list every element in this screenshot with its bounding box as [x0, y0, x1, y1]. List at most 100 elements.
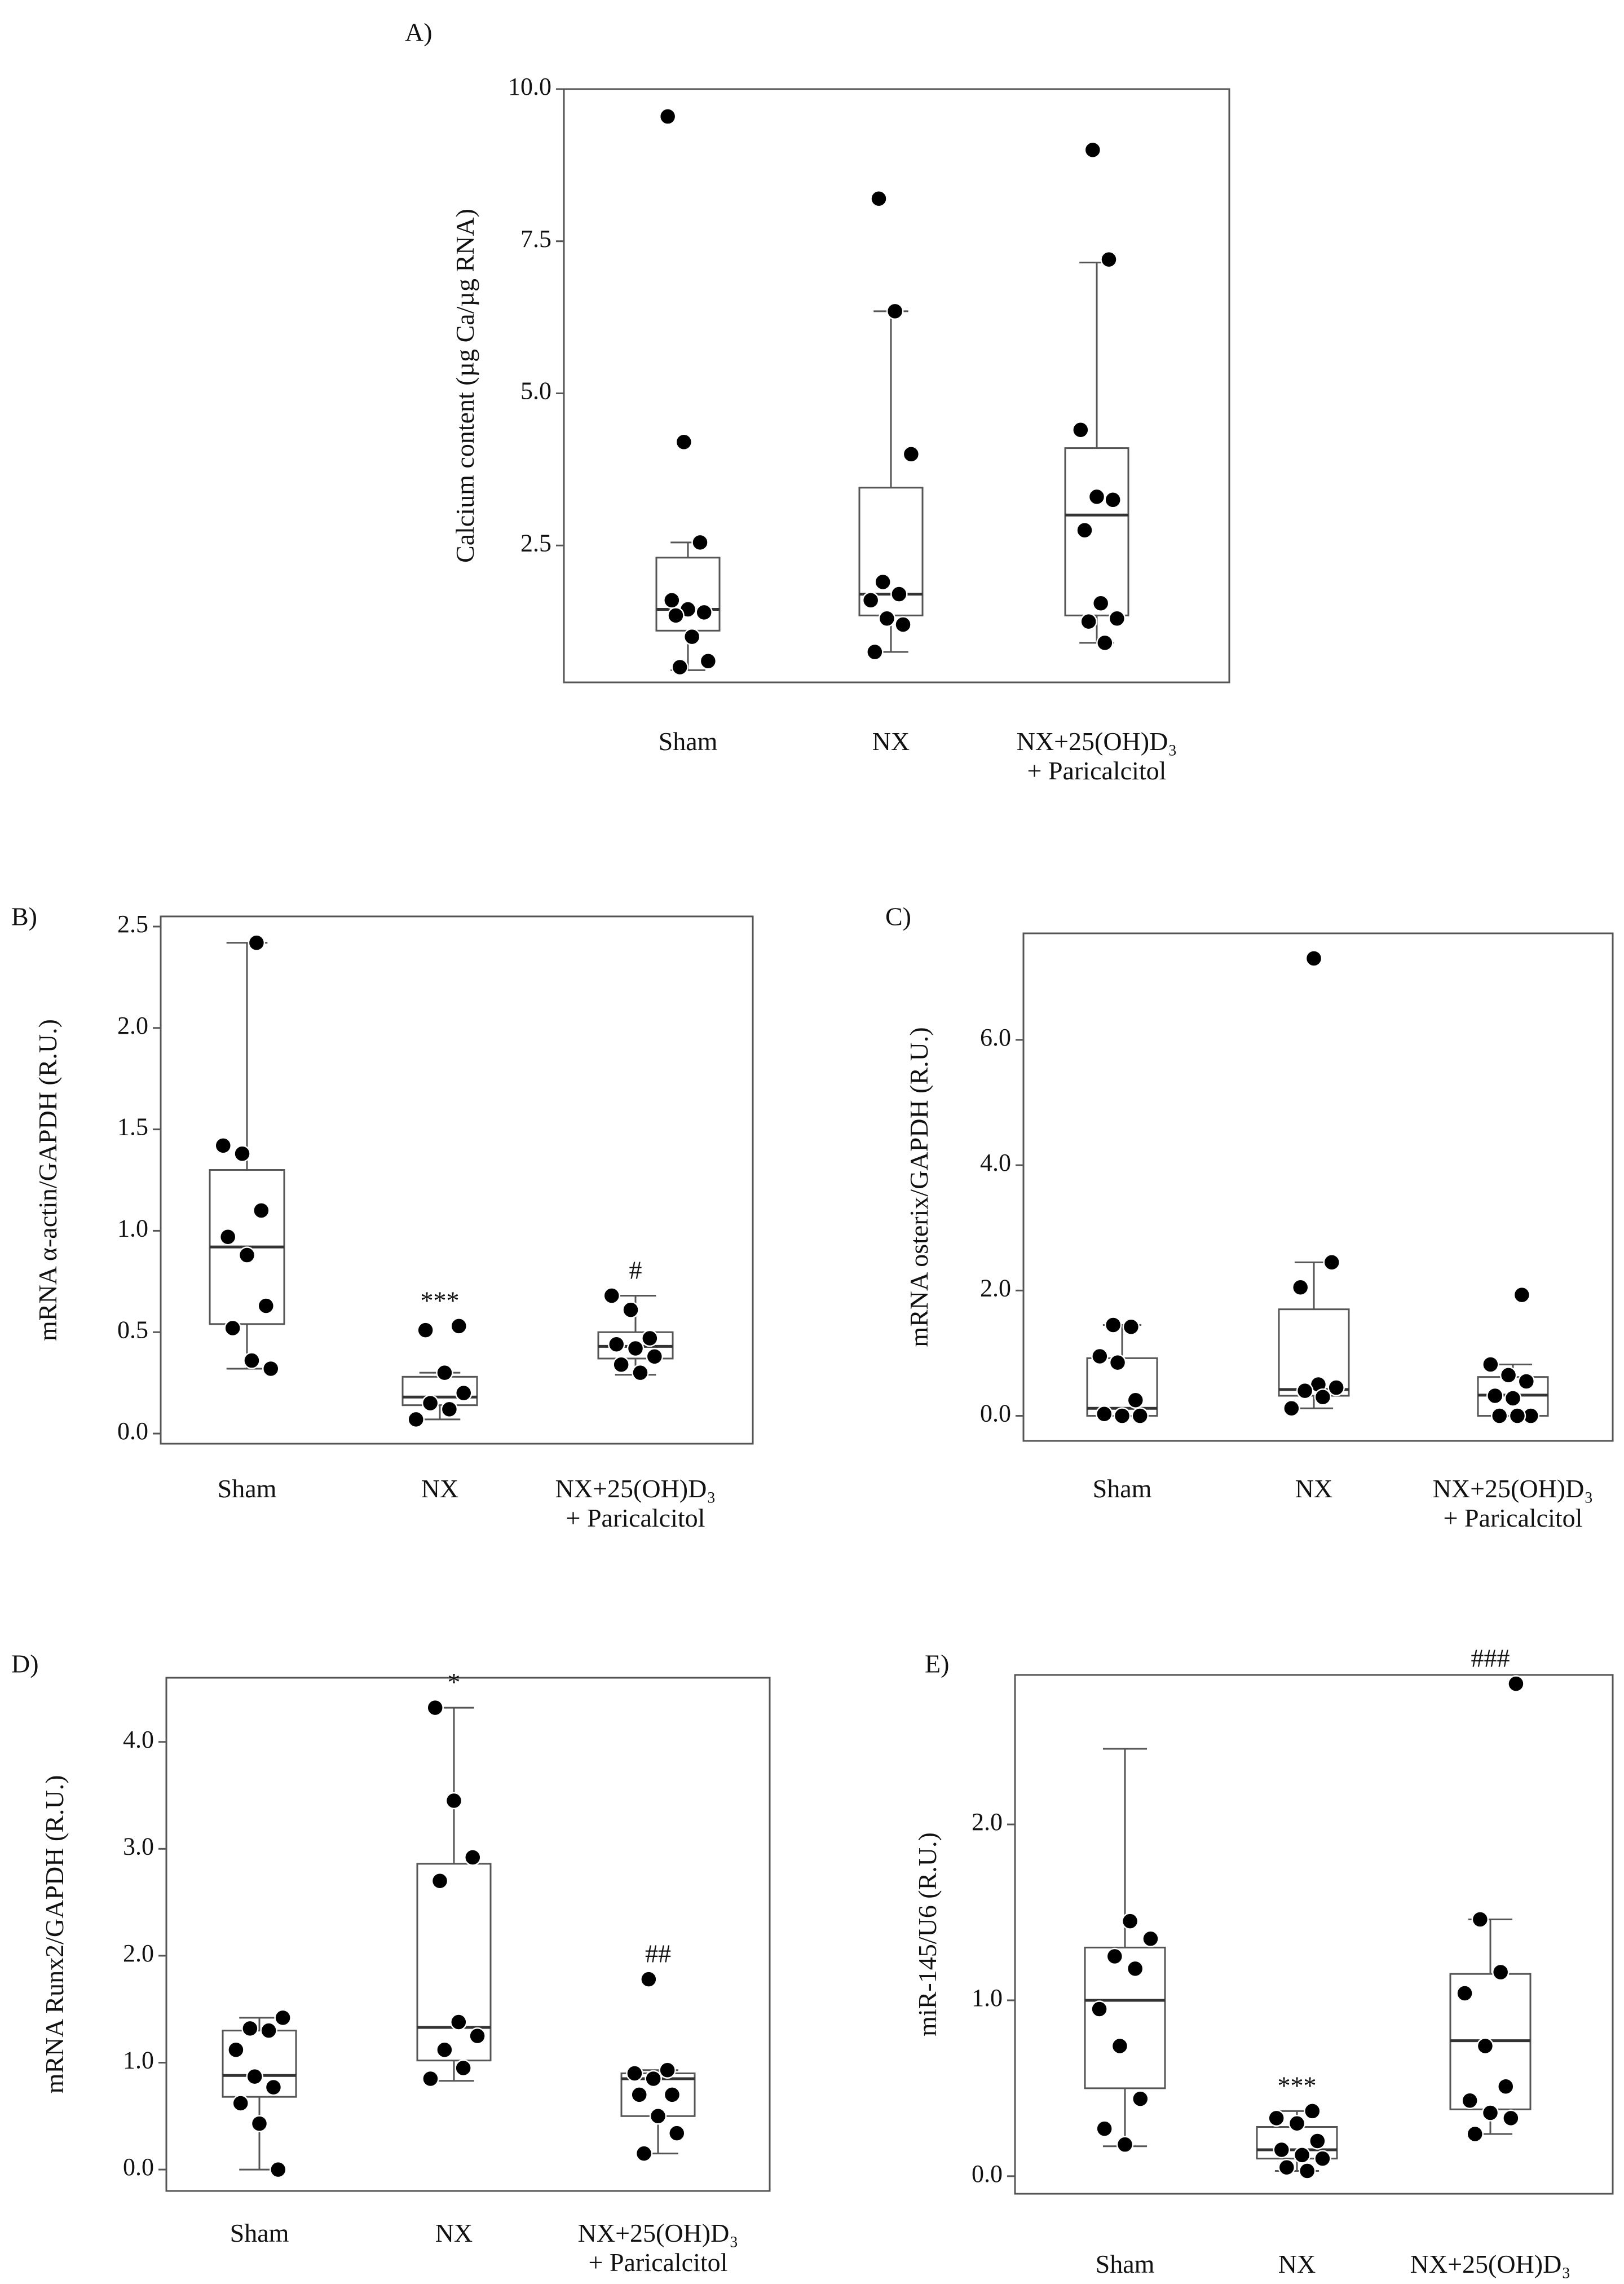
panel-label: D) [11, 1650, 39, 1678]
data-point [248, 934, 266, 951]
data-point [469, 2027, 486, 2045]
x-category-label: Sham [230, 2219, 289, 2247]
data-point [1122, 1318, 1140, 1336]
plot-frame [1014, 1674, 1614, 2195]
plot-frame [160, 915, 754, 1445]
y-axis-title: miR-145/U6 (R.U.) [913, 1832, 942, 2036]
data-point [1309, 2132, 1326, 2150]
significance-marker: *** [1278, 2071, 1317, 2100]
data-point [224, 1319, 241, 1337]
data-point [238, 1246, 256, 1264]
data-point [1504, 1390, 1522, 1407]
significance-marker: * [448, 1668, 461, 1696]
y-tick-label: 2.5 [117, 910, 148, 938]
data-point [1278, 2158, 1296, 2176]
data-point [232, 2095, 249, 2112]
box-iqr [222, 2030, 297, 2098]
data-point [1096, 1405, 1113, 1423]
x-category-label: Sham [1096, 2250, 1155, 2278]
data-point [1481, 2104, 1499, 2122]
data-point [260, 2022, 277, 2039]
data-point [407, 1410, 425, 1428]
data-point [1461, 2092, 1479, 2109]
data-point [1072, 421, 1089, 439]
data-point [1513, 1286, 1531, 1304]
data-point [671, 658, 689, 676]
data-point [436, 2041, 453, 2058]
panel-label: B) [11, 902, 37, 931]
data-point [1131, 1407, 1149, 1425]
box-iqr [1084, 1946, 1166, 2089]
x-category-label: NX [1278, 2250, 1316, 2278]
data-point [253, 1202, 270, 1219]
plot-frame [165, 1677, 771, 2192]
panel-label: A) [405, 18, 433, 47]
x-category-label-line2: + Paricalcitol [1421, 2279, 1560, 2284]
data-point [1471, 1911, 1489, 1928]
data-point [262, 1360, 280, 1378]
data-point [257, 1297, 275, 1315]
y-tick-label: 0.0 [123, 2153, 154, 2181]
data-point [675, 433, 693, 451]
data-point [607, 1335, 625, 1353]
y-tick-label: 0.0 [117, 1417, 148, 1445]
data-point [1288, 2115, 1306, 2132]
panel-a: A) 2.5 5.0 7.5 10.0 Calcium content (µg Ca/µg… [405, 18, 1230, 785]
y-tick-label: 2.0 [123, 1939, 154, 1967]
significance-marker: ### [1471, 1644, 1510, 1673]
data-point [1293, 2146, 1311, 2164]
data-point [1304, 2102, 1321, 2120]
data-point [630, 2086, 648, 2104]
y-tick-label: 1.0 [123, 2047, 154, 2074]
x-category-label: NX+25(OH)D₃ [555, 1474, 716, 1503]
x-category-label: NX+25(OH)D₃ [1017, 727, 1177, 756]
data-point [417, 1321, 434, 1339]
plot-frame [563, 88, 1230, 684]
x-category-label: NX [435, 2219, 473, 2247]
data-point [902, 446, 920, 463]
data-point [612, 1356, 630, 1373]
data-point [632, 1364, 649, 1382]
data-point [1298, 2162, 1316, 2180]
data-point [1499, 1366, 1517, 1384]
significance-marker: # [629, 1255, 642, 1284]
data-point [862, 592, 880, 609]
data-point [426, 1699, 444, 1717]
data-point [1273, 2141, 1290, 2159]
y-tick-label: 1.0 [117, 1214, 148, 1242]
y-axis-title: mRNA osterix/GAPDH (R.U.) [904, 1027, 933, 1347]
data-point [894, 616, 912, 633]
data-point [440, 1400, 458, 1418]
data-point [1127, 1391, 1145, 1409]
data-point [603, 1287, 621, 1304]
data-point [1088, 488, 1106, 506]
y-axis-title: mRNA Runx2/GAPDH (R.U.) [40, 1775, 69, 2094]
data-point [431, 1872, 449, 1890]
data-point [233, 1145, 251, 1162]
data-point [454, 2059, 472, 2077]
data-point [1104, 491, 1122, 509]
data-point [691, 533, 709, 552]
data-point [659, 108, 677, 125]
data-point [1305, 950, 1323, 967]
data-point [1132, 2090, 1149, 2107]
y-tick-label: 0.0 [980, 1400, 1011, 1427]
data-point [1482, 1356, 1499, 1373]
data-point [663, 592, 681, 609]
x-category-label: NX+25(OH)D₃ [578, 2219, 739, 2247]
panel-c: C) 0.0 2.0 4.0 6.0 mRNA osterix/GAPDH (R.U.) S… [885, 902, 1614, 1532]
data-point [1314, 2150, 1331, 2167]
data-point [250, 2115, 268, 2132]
y-axis-title: Calcium content (µg Ca/µg RNA) [451, 209, 479, 563]
data-point [635, 2145, 653, 2162]
data-point [1111, 2037, 1129, 2055]
data-point [1507, 1675, 1525, 1692]
data-point [667, 607, 685, 624]
data-point [626, 2065, 643, 2082]
data-point [464, 1849, 482, 1866]
data-point [246, 2067, 263, 2085]
panel-label: E) [925, 1650, 949, 1678]
data-point [1497, 2078, 1515, 2096]
data-point [1476, 2037, 1494, 2055]
data-point [274, 2009, 292, 2027]
